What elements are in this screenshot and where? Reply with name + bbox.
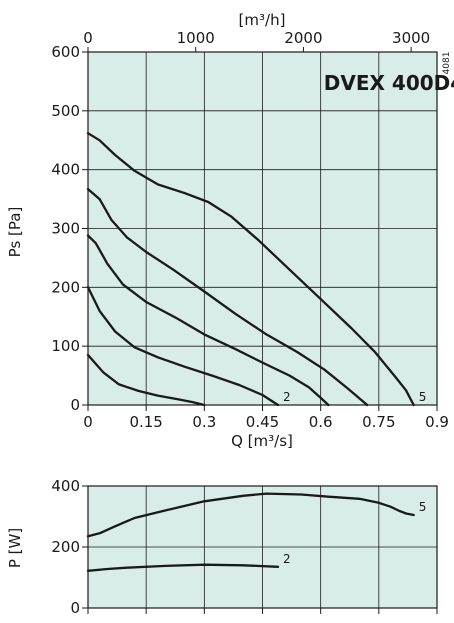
x-axis-label: Q [m³/s] [231,432,293,450]
power-y-ticks: 0 200 400 [51,477,88,617]
series-line-2 [86,492,415,538]
x-tick-label: 0.45 [246,413,279,431]
series-line-2 [86,286,280,407]
main-grid [88,52,437,405]
series-line-1 [86,353,206,407]
top-x-axis-label: [m³/h] [239,11,286,29]
top-x-tick-label: 3000 [392,29,430,47]
power-curves: 25 [86,492,427,572]
x-tick-label: 0.6 [309,413,333,431]
power-x-ticks [87,608,438,614]
main-x-ticks: 0 0.15 0.3 0.45 0.6 0.75 0.9 [83,405,449,431]
x-tick-label: 0.15 [129,413,162,431]
series-label-1: 2 [283,552,291,566]
x-tick-label: 0 [83,413,93,431]
y-axis-label: Ps [Pa] [6,207,24,258]
series-line-3 [86,234,330,407]
y-tick-label: 200 [51,278,80,296]
y-tick-label: 400 [51,477,80,495]
x-tick-label: 0.9 [425,413,449,431]
main-y-ticks: 0 100 200 300 400 500 600 [51,43,88,414]
x-tick-label: 0.75 [362,413,395,431]
series-label-2: 5 [419,500,427,514]
power-grid [88,486,437,608]
top-x-tick-label: 0 [83,29,93,47]
x-tick-label: 0.3 [192,413,216,431]
y-tick-label: 500 [51,102,80,120]
series-line-5 [86,132,415,407]
chart-title: DVEX 400D4 [324,71,454,95]
series-label-2: 2 [283,390,291,404]
y-tick-label: 300 [51,220,80,238]
power-y-axis-label: P [W] [6,528,24,568]
y-tick-label: 600 [51,43,80,61]
series-line-4 [86,187,369,407]
top-x-tick-label: 2000 [284,29,322,47]
top-x-tick-label: 1000 [177,29,215,47]
y-tick-label: 0 [70,599,80,617]
y-tick-label: 100 [51,337,80,355]
y-tick-label: 200 [51,538,80,556]
series-label-5: 5 [419,390,427,404]
top-x-ticks: 0 1000 2000 3000 [83,29,430,52]
series-line-1 [86,563,280,572]
side-code: 4081 [442,52,452,75]
y-tick-label: 400 [51,161,80,179]
y-tick-label: 0 [70,396,80,414]
